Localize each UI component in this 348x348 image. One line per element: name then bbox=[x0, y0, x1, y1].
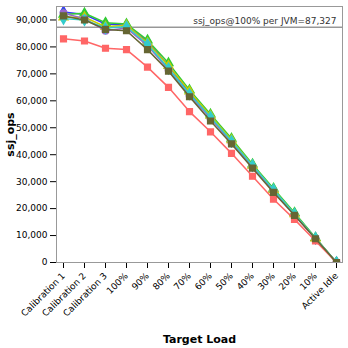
svg-text:ssj_ops@100% per JVM=87,327: ssj_ops@100% per JVM=87,327 bbox=[193, 16, 336, 26]
svg-text:10,000: 10,000 bbox=[16, 230, 48, 240]
svg-text:30%: 30% bbox=[256, 270, 278, 292]
svg-text:30,000: 30,000 bbox=[16, 177, 48, 187]
svg-text:Calibration 3: Calibration 3 bbox=[61, 271, 109, 319]
svg-text:100%: 100% bbox=[105, 270, 131, 296]
svg-text:80,000: 80,000 bbox=[16, 42, 48, 52]
svg-text:40%: 40% bbox=[235, 270, 257, 292]
svg-text:Active Idle: Active Idle bbox=[300, 270, 341, 311]
svg-text:70%: 70% bbox=[172, 270, 194, 292]
svg-text:Calibration 1: Calibration 1 bbox=[19, 270, 67, 319]
svg-text:70,000: 70,000 bbox=[16, 69, 48, 79]
svg-text:90%: 90% bbox=[130, 270, 152, 292]
svg-text:Target Load: Target Load bbox=[163, 333, 236, 346]
svg-text:50,000: 50,000 bbox=[16, 123, 48, 133]
svg-text:60%: 60% bbox=[193, 270, 215, 292]
svg-text:20%: 20% bbox=[277, 270, 299, 292]
svg-text:40,000: 40,000 bbox=[16, 150, 48, 160]
svg-text:20,000: 20,000 bbox=[16, 203, 48, 213]
svg-text:10%: 10% bbox=[297, 270, 319, 292]
svg-text:ssj_ops: ssj_ops bbox=[4, 112, 17, 157]
svg-text:80%: 80% bbox=[151, 270, 173, 292]
svg-text:0: 0 bbox=[42, 257, 48, 267]
svg-text:60,000: 60,000 bbox=[16, 96, 48, 106]
svg-text:90,000: 90,000 bbox=[16, 15, 48, 25]
svg-text:Calibration 2: Calibration 2 bbox=[40, 270, 88, 319]
svg-text:50%: 50% bbox=[214, 270, 236, 292]
